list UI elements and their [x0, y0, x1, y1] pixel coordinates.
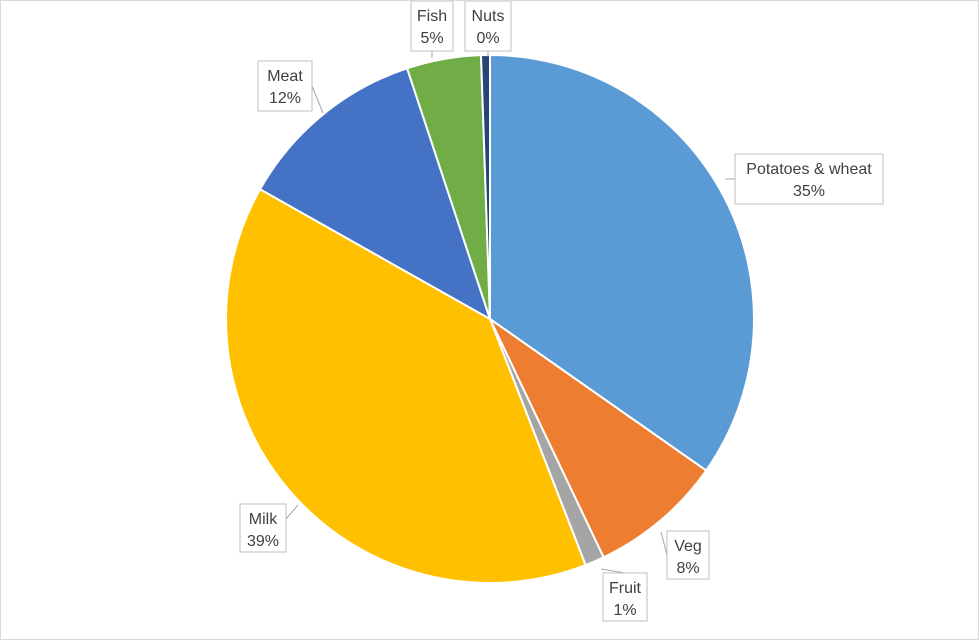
data-label-category: Meat — [267, 68, 303, 85]
data-label-value: 0% — [476, 30, 499, 47]
data-label-potatoes-wheat: Potatoes & wheat 35% — [734, 153, 884, 205]
data-label-box — [666, 530, 710, 580]
data-label-milk: Milk 39% — [239, 503, 287, 553]
pie-slice-meat — [258, 67, 492, 322]
data-label-fish: Fish 5% — [410, 1, 454, 52]
data-label-value: 39% — [247, 533, 279, 550]
data-label-nuts: Nuts 0% — [464, 1, 512, 52]
data-label-category: Veg — [674, 538, 702, 555]
data-label-fruit: Fruit 1% — [602, 572, 648, 622]
data-label-meat: Meat 12% — [257, 60, 313, 112]
data-label-box — [239, 503, 287, 553]
pie-slice-milk — [224, 187, 587, 584]
pie-slice-nuts — [479, 53, 491, 320]
leader-line-milk — [285, 504, 299, 520]
data-label-box — [464, 1, 512, 52]
data-label-box — [410, 1, 454, 52]
data-labels-layer: Potatoes & wheat 35% Veg 8% Fruit 1% Milk 39% Me… — [239, 1, 884, 622]
leader-line-veg — [660, 531, 668, 556]
data-label-category: Fruit — [609, 580, 642, 597]
data-label-value: 12% — [269, 90, 301, 107]
leader-line-fruit — [600, 568, 626, 574]
data-label-box — [257, 60, 313, 112]
data-label-box — [734, 153, 884, 205]
data-label-value: 5% — [420, 30, 443, 47]
data-label-category: Nuts — [472, 8, 505, 25]
data-label-value: 1% — [613, 602, 636, 619]
data-label-category: Fish — [417, 8, 447, 25]
pie-slice-veg — [487, 315, 708, 559]
pie-slice-potatoes-wheat — [489, 53, 756, 472]
data-label-category: Potatoes & wheat — [746, 161, 872, 178]
data-label-box — [602, 572, 648, 622]
data-label-category: Milk — [249, 511, 278, 528]
leader-line-meat — [311, 85, 324, 114]
leader-lines-layer — [285, 51, 735, 574]
data-label-value: 35% — [793, 183, 825, 200]
slices-layer — [224, 53, 756, 584]
data-label-veg: Veg 8% — [666, 530, 710, 580]
data-label-value: 8% — [676, 560, 699, 577]
